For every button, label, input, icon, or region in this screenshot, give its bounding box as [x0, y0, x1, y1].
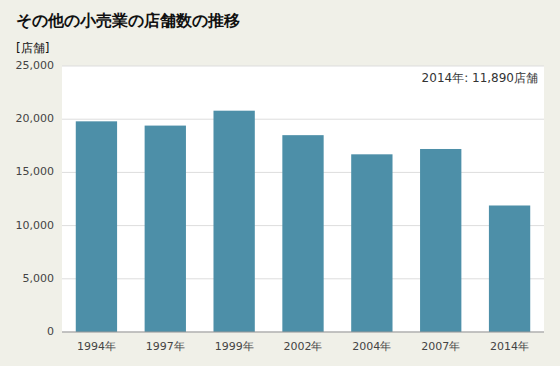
x-tick-label: 1999年 — [215, 340, 254, 353]
x-tick-label: 2004年 — [352, 340, 391, 353]
bar — [213, 111, 254, 332]
grid-line — [62, 332, 544, 333]
bar — [145, 126, 186, 332]
x-tick-label: 2007年 — [421, 340, 460, 353]
bar — [282, 135, 323, 332]
y-axis: 0 5,000 10,000 15,000 20,000 25,000 — [16, 59, 545, 338]
x-axis: 1994年 1997年 1999年 2002年 2004年 2007年 2014年 — [62, 332, 544, 353]
bars — [76, 111, 530, 332]
bar — [76, 121, 117, 332]
x-axis-line — [62, 332, 544, 333]
plot-background — [62, 66, 544, 332]
y-axis-label: [店舗] — [16, 41, 49, 55]
y-tick-label: 0 — [47, 325, 54, 338]
x-tick-label: 2014年 — [490, 340, 529, 353]
chart-svg: 0 5,000 10,000 15,000 20,000 25,000 1994年 1997年… — [0, 0, 560, 366]
page: {"chart_data": {"type": "bar", "title": … — [0, 0, 560, 366]
y-tick-label: 10,000 — [16, 219, 55, 232]
annotation: 2014年: 11,890店舗 — [422, 71, 538, 85]
y-tick-label: 5,000 — [23, 272, 55, 285]
chart-container: 0 5,000 10,000 15,000 20,000 25,000 1994年 1997年… — [0, 0, 560, 366]
bar — [489, 205, 530, 332]
grid-line — [62, 119, 544, 120]
grid-line — [62, 66, 544, 67]
y-tick-label: 15,000 — [16, 165, 55, 178]
x-tick-label: 2002年 — [284, 340, 323, 353]
background — [0, 0, 560, 366]
y-tick-label: 25,000 — [16, 59, 55, 72]
title: その他の小売業の店舗数の推移 — [16, 11, 240, 30]
y-tick-label: 20,000 — [16, 112, 55, 125]
bar — [420, 149, 461, 332]
x-tick-label: 1997年 — [146, 340, 185, 353]
bar — [351, 154, 392, 332]
x-tick-label: 1994年 — [77, 340, 116, 353]
